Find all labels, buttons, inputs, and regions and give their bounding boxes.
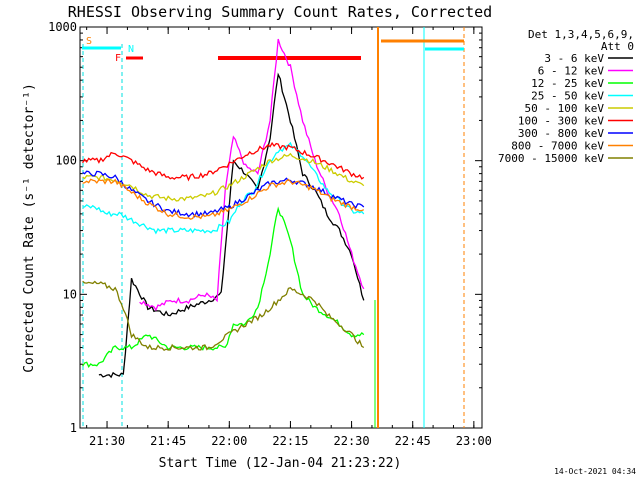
plot-area: 1 10 100 1000 21:30 21:45 22:00 22:15 22:30 22:45… bbox=[48, 20, 492, 448]
flag-label-s: S bbox=[86, 36, 92, 47]
legend-entry-label: 300 - 800 keV bbox=[518, 127, 604, 140]
x-tick-label: 22:30 bbox=[334, 434, 370, 448]
legend-entry-label: 6 - 12 keV bbox=[538, 65, 605, 78]
series-line-2 bbox=[82, 206, 365, 368]
y-tick-label: 100 bbox=[55, 154, 77, 168]
flag-label-n: N bbox=[128, 44, 134, 55]
series-line-0 bbox=[98, 72, 365, 379]
legend-header-line: Att 0 bbox=[601, 40, 634, 53]
x-tick-label: 23:00 bbox=[456, 434, 492, 448]
series-line-7 bbox=[82, 178, 365, 220]
plot-frame bbox=[79, 26, 483, 429]
x-tick-label: 21:45 bbox=[150, 434, 186, 448]
legend-header-line: Det 1,3,4,5,6,9, bbox=[528, 28, 634, 41]
series-line-5 bbox=[82, 141, 365, 182]
legend-entry-label: 50 - 100 keV bbox=[525, 102, 605, 115]
y-tick-label: 10 bbox=[63, 287, 77, 301]
x-tick-label: 22:00 bbox=[211, 434, 247, 448]
x-tick-label: 22:15 bbox=[272, 434, 308, 448]
series-line-3 bbox=[82, 141, 365, 235]
legend-entry-label: 12 - 25 keV bbox=[531, 77, 604, 90]
x-axis-label: Start Time (12-Jan-04 21:23:22) bbox=[159, 456, 402, 471]
y-axis-label: Corrected Count Rate (s⁻¹ detector⁻¹) bbox=[22, 83, 37, 373]
footer-date: 14-Oct-2021 04:34 bbox=[554, 467, 636, 476]
y-tick-label: 1 bbox=[70, 421, 77, 435]
legend-entry-label: 800 - 7000 keV bbox=[511, 140, 604, 153]
legend-entry-label: 100 - 300 keV bbox=[518, 115, 604, 128]
legend-entry-label: 25 - 50 keV bbox=[531, 90, 604, 103]
legend-entry-label: 3 - 6 keV bbox=[544, 52, 604, 65]
y-tick-label: 1000 bbox=[48, 20, 77, 34]
flag-label-f: F bbox=[115, 53, 121, 64]
legend-entry-label: 7000 - 15000 keV bbox=[498, 152, 604, 165]
chart-title: RHESSI Observing Summary Count Rates, Co… bbox=[68, 3, 492, 21]
series-line-4 bbox=[82, 152, 365, 202]
x-tick-label: 21:30 bbox=[89, 434, 125, 448]
x-tick-label: 22:45 bbox=[395, 434, 431, 448]
series-line-8 bbox=[82, 280, 365, 351]
